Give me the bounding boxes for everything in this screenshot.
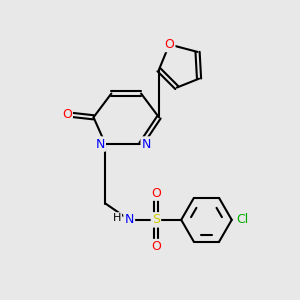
Text: O: O (164, 38, 174, 51)
Text: O: O (151, 240, 161, 253)
Text: N: N (124, 213, 134, 226)
Text: N: N (95, 138, 105, 151)
Text: Cl: Cl (236, 213, 248, 226)
Text: O: O (151, 187, 161, 200)
Text: O: O (62, 108, 72, 121)
Text: N: N (142, 138, 151, 151)
Text: H: H (112, 213, 121, 224)
Text: S: S (152, 213, 160, 226)
